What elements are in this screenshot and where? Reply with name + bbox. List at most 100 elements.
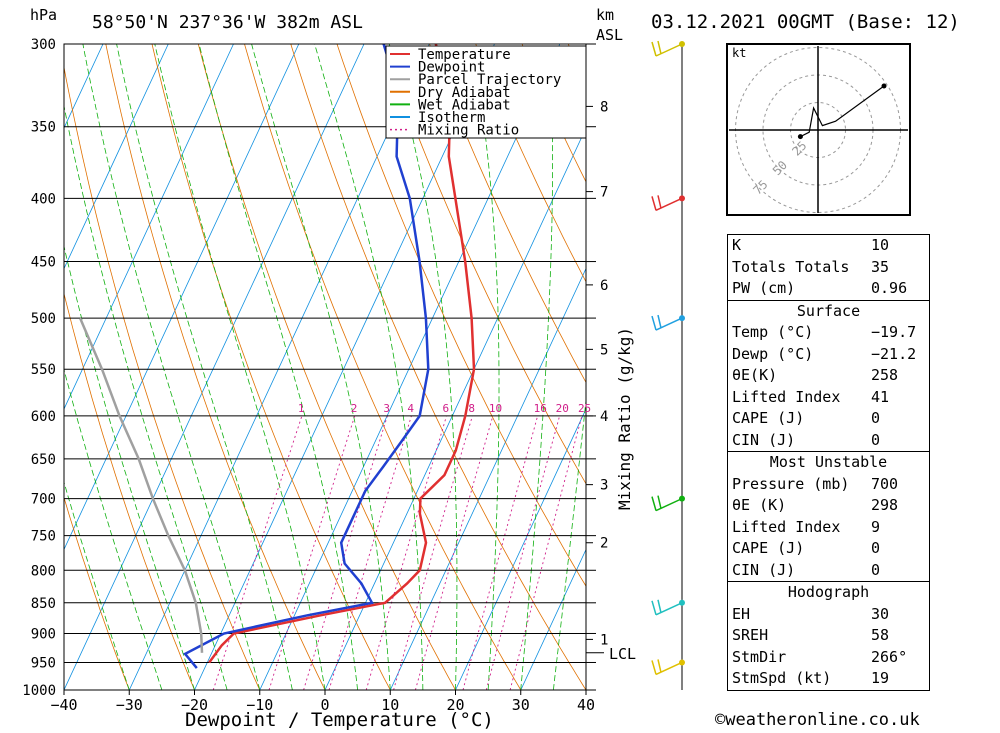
wet-adiabat-line [64, 480, 130, 690]
wet-adiabat-line [251, 44, 391, 690]
mixing-ratio-line [462, 415, 539, 690]
wind-barb-flag [651, 41, 657, 57]
series-dewpoint [183, 44, 430, 669]
wind-barb-flag [651, 496, 657, 511]
location-title: 58°50'N 237°36'W 382m ASL [92, 12, 363, 33]
surface-temp-value: −19.7 [871, 323, 917, 341]
km-tick-label: 4 [600, 409, 608, 425]
surface-li-label: Lifted Index [732, 387, 841, 406]
isotherm-line [64, 44, 365, 690]
wind-barb-flag [657, 599, 662, 613]
wet-adiabat-line [520, 44, 553, 690]
pressure-tick-label: 950 [31, 655, 56, 671]
isotherm-line [194, 44, 495, 690]
wet-adiabat-line [553, 396, 586, 690]
tt-label: Totals Totals [732, 257, 850, 276]
km-tick-label: 1 [600, 632, 608, 648]
wet-adiabat-line [198, 44, 358, 690]
surface-cape-label: CAPE (J) [732, 409, 805, 427]
pressure-tick-label: 500 [31, 311, 56, 327]
isotherm-line [520, 548, 586, 690]
legend-label: Dry Adiabat [418, 85, 511, 101]
mu-cin-label: CIN (J) [732, 560, 796, 579]
pressure-tick-label: 800 [31, 563, 56, 579]
mixing-ratio-line [485, 415, 561, 690]
x-axis-label: Dewpoint / Temperature (°C) [185, 709, 494, 731]
stmdir-value: 266° [871, 647, 908, 666]
km-tick-label: 3 [600, 478, 608, 494]
mu-li-label: Lifted Index [732, 517, 841, 536]
mu-pressure-label: Pressure (mb) [732, 474, 850, 493]
dry-adiabat-line [429, 44, 586, 384]
wet-adiabat-line [471, 44, 500, 690]
km-tick-label: 5 [600, 342, 608, 358]
pressure-grid: 300 350 400 450 500 550 600 650 700 750 800 850 900 9… [22, 37, 596, 699]
hodograph-start-dot [797, 134, 803, 140]
asl-label: ASL [596, 26, 623, 44]
isotherm-line [128, 44, 430, 690]
mixing-ratio-line [393, 415, 473, 690]
pressure-tick-label: 600 [31, 409, 56, 425]
km-tick-label: 8 [600, 99, 608, 115]
surface-dewp-value: −21.2 [871, 344, 917, 363]
k-value: 10 [871, 236, 890, 254]
dry-adiabat-line [151, 44, 391, 690]
x-tick-label: −20 [181, 696, 208, 714]
pw-label: PW (cm) [732, 279, 796, 297]
wet-adiabat-line [64, 104, 228, 690]
stmspd-value: 19 [871, 669, 890, 687]
x-tick-label: −30 [116, 696, 143, 714]
wind-barb-flag [657, 195, 662, 209]
eh-value: 30 [871, 604, 890, 623]
lcl-label: LCL [609, 645, 636, 663]
legend-label: Parcel Trajectory [418, 72, 561, 88]
credit-text[interactable]: ©weatheronline.co.uk [715, 710, 920, 730]
surface-theta-value: 258 [871, 366, 899, 384]
pressure-tick-label: 300 [31, 37, 56, 53]
series-parcel-trajectory [78, 317, 204, 653]
mu-cape-label: CAPE (J) [732, 539, 805, 557]
wind-barb-flag [657, 40, 662, 55]
legend-label: Wet Adiabat [418, 97, 511, 113]
surface-cape-value: 0 [871, 409, 881, 427]
mixing-ratio-line [414, 415, 494, 690]
mixing-ratio-label: 1 [298, 402, 305, 415]
hodograph-end-dot [881, 83, 887, 89]
mixing-ratio-label: 6 [443, 402, 450, 415]
mu-cape-value: 0 [871, 539, 881, 557]
surface-temp-label: Temp (°C) [732, 323, 814, 341]
wind-barb-flag [651, 600, 657, 616]
most-unstable-title: Most Unstable [769, 453, 888, 471]
surface-li-value: 41 [871, 387, 890, 406]
datetime-label: 03.12.2021 00GMT (Base: 12) [651, 11, 960, 33]
mu-theta-value: 298 [871, 496, 899, 514]
isotherm-line [455, 408, 586, 690]
legend-label: Isotherm [418, 110, 485, 126]
mixing-ratio-line [303, 415, 388, 690]
legend-label: Temperature [418, 47, 511, 63]
mixing-ratio-label: 10 [489, 402, 502, 415]
wet-adiabat-line [314, 44, 424, 690]
wind-barb-flag [651, 196, 657, 211]
surface-cin-label: CIN (J) [732, 430, 796, 449]
legend-label: Dewpoint [418, 60, 485, 76]
dry-adiabat-line [244, 44, 522, 690]
axes: −40 −30 −20 −10 0 10 20 30 40 1 2 3 4 5 6 7 8 [50, 99, 608, 714]
wet-adiabat-line [116, 44, 293, 690]
mixing-ratio-line [212, 415, 303, 690]
series-temperature [208, 44, 476, 664]
pw-value: 0.96 [871, 279, 908, 297]
mixing-ratio-label: 4 [407, 402, 414, 415]
surface-dewp-label: Dewp (°C) [732, 344, 814, 363]
km-tick-label: 2 [600, 536, 608, 552]
isotherm-line [389, 267, 586, 690]
wind-barb-flag [657, 495, 662, 509]
x-tick-label: 0 [320, 696, 329, 714]
wind-barb-flag [657, 659, 662, 673]
mixing-ratio-label: 20 [556, 402, 569, 415]
mixing-ratio-label: 25 [578, 402, 591, 415]
mixing-ratio-label: 2 [351, 402, 358, 415]
sreh-value: 58 [871, 626, 890, 644]
